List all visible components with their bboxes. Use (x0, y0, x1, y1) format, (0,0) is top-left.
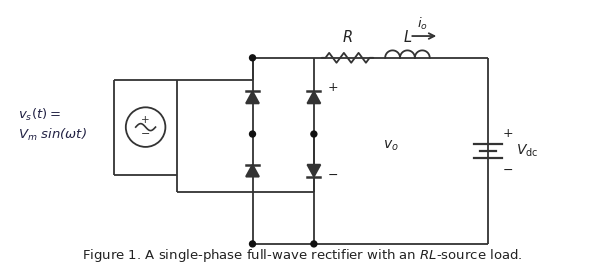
Text: +: + (503, 126, 513, 139)
Circle shape (249, 241, 255, 247)
Polygon shape (246, 91, 259, 103)
Circle shape (249, 55, 255, 61)
Text: $L$: $L$ (403, 29, 412, 45)
Text: +: + (328, 81, 338, 94)
Text: $V_{\rm dc}$: $V_{\rm dc}$ (516, 143, 538, 159)
Text: $v_o$: $v_o$ (383, 139, 399, 153)
Circle shape (311, 131, 317, 137)
Text: Figure 1. A single-phase full-wave rectifier with an $RL$-source load.: Figure 1. A single-phase full-wave recti… (82, 247, 523, 264)
Text: $V_m$ sin($\omega t$): $V_m$ sin($\omega t$) (18, 127, 87, 143)
Text: $v_s(t) =$: $v_s(t) =$ (18, 107, 60, 123)
Polygon shape (246, 165, 259, 177)
Circle shape (311, 241, 317, 247)
Text: −: − (141, 129, 150, 139)
Text: −: − (328, 169, 338, 182)
Polygon shape (307, 91, 321, 103)
Text: −: − (503, 164, 513, 177)
Text: +: + (142, 115, 150, 125)
Text: $R$: $R$ (342, 29, 353, 45)
Circle shape (249, 131, 255, 137)
Polygon shape (307, 165, 321, 177)
Text: $i_o$: $i_o$ (417, 16, 428, 32)
